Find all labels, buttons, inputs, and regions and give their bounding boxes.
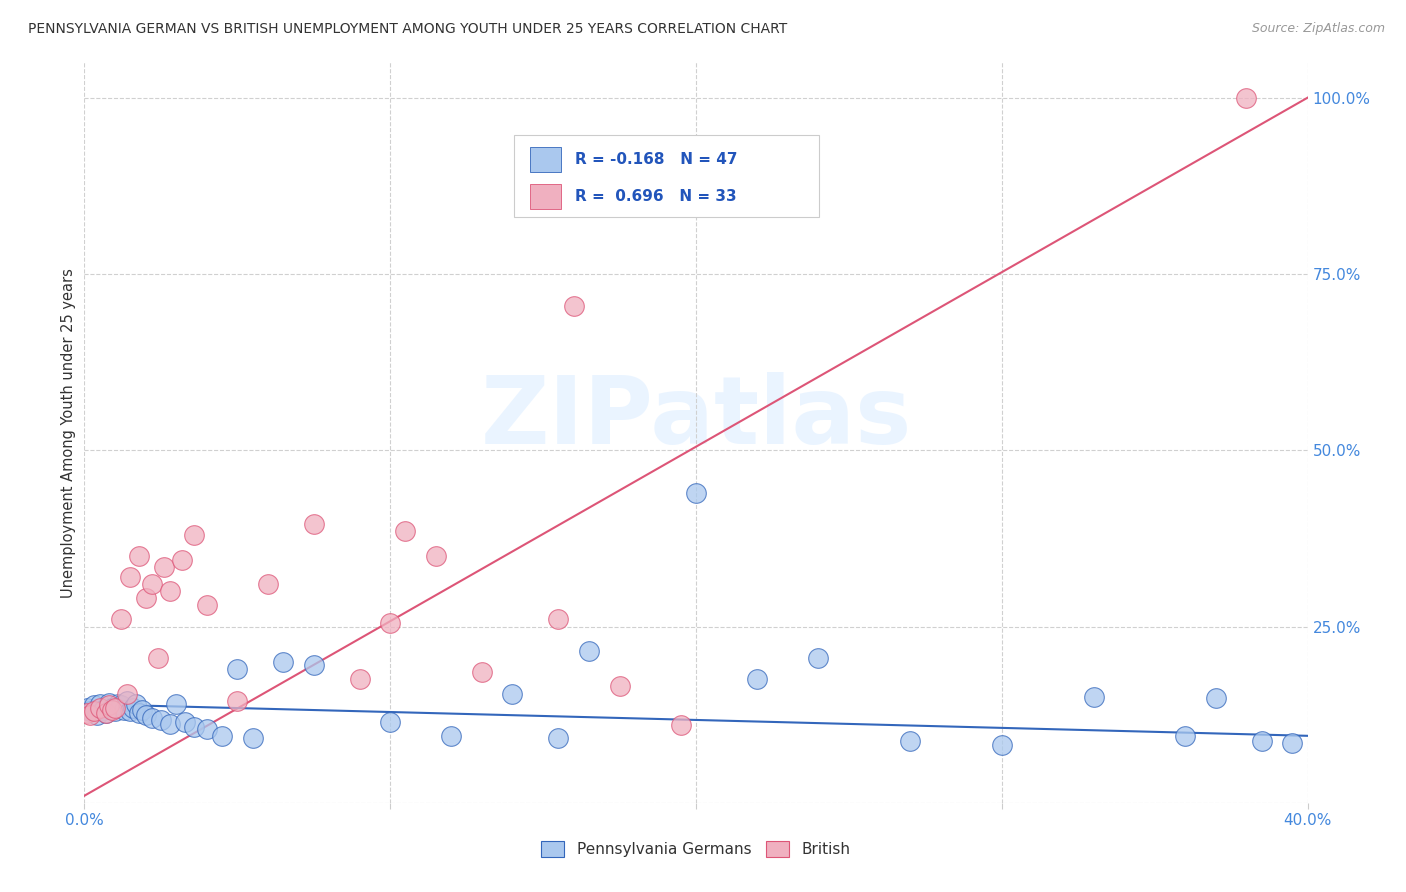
Text: R = -0.168   N = 47: R = -0.168 N = 47 [575, 152, 738, 167]
Point [159, 584, 181, 599]
Point [128, 706, 150, 720]
Point [153, 559, 176, 574]
Point [120, 704, 142, 718]
Point [120, 570, 142, 584]
Point [380, 714, 402, 729]
Point [578, 644, 600, 658]
Point [91, 703, 114, 717]
Point [685, 485, 707, 500]
Point [226, 693, 249, 707]
Point [165, 697, 187, 711]
Point [76, 706, 98, 720]
Point [125, 697, 148, 711]
Point [195, 599, 218, 613]
Point [159, 716, 181, 731]
Point [122, 700, 145, 714]
Point [110, 612, 132, 626]
Point [183, 720, 205, 734]
Point [394, 524, 416, 539]
Point [547, 731, 569, 745]
Point [76, 700, 98, 714]
Point [94, 706, 117, 720]
Point [89, 697, 111, 711]
Text: R =  0.696   N = 33: R = 0.696 N = 33 [575, 189, 737, 203]
Point [380, 615, 402, 630]
Point [79, 707, 101, 722]
Point [1205, 691, 1227, 706]
Point [271, 655, 294, 669]
Point [302, 517, 325, 532]
Point [1083, 690, 1105, 704]
Point [562, 299, 585, 313]
Text: ZIPatlas: ZIPatlas [481, 372, 911, 464]
Point [1250, 733, 1272, 747]
Point [112, 703, 135, 717]
Point [83, 704, 105, 718]
Point [172, 552, 194, 566]
Point [135, 707, 157, 722]
Point [101, 703, 124, 717]
Point [898, 733, 921, 747]
Point [174, 714, 197, 729]
Point [747, 673, 769, 687]
Point [807, 651, 830, 665]
Point [101, 700, 124, 714]
Point [89, 700, 111, 714]
Point [257, 577, 280, 591]
Point [97, 698, 120, 713]
Point [141, 711, 163, 725]
Point [146, 651, 169, 665]
Point [183, 528, 205, 542]
Point [471, 665, 494, 680]
Point [141, 577, 163, 591]
Y-axis label: Unemployment Among Youth under 25 years: Unemployment Among Youth under 25 years [60, 268, 76, 598]
Point [135, 591, 157, 606]
Point [104, 700, 127, 714]
Point [79, 704, 101, 718]
Legend: Pennsylvania Germans, British: Pennsylvania Germans, British [537, 837, 855, 862]
Point [131, 703, 153, 717]
Point [226, 662, 249, 676]
Point [86, 707, 108, 722]
Point [1281, 736, 1303, 750]
Text: Source: ZipAtlas.com: Source: ZipAtlas.com [1251, 22, 1385, 36]
Point [94, 706, 117, 720]
Point [115, 686, 138, 700]
Point [107, 697, 129, 711]
Point [242, 731, 264, 745]
Point [349, 673, 371, 687]
Text: PENNSYLVANIA GERMAN VS BRITISH UNEMPLOYMENT AMONG YOUTH UNDER 25 YEARS CORRELATI: PENNSYLVANIA GERMAN VS BRITISH UNEMPLOYM… [28, 22, 787, 37]
Point [195, 722, 218, 736]
Point [128, 549, 150, 563]
Point [1174, 729, 1197, 743]
Point [104, 704, 127, 718]
Point [1236, 91, 1258, 105]
Point [547, 612, 569, 626]
Point [609, 680, 631, 694]
Point [83, 698, 105, 713]
Point [669, 718, 692, 732]
Point [110, 698, 132, 713]
Point [440, 729, 463, 743]
Point [302, 658, 325, 673]
Point [97, 696, 120, 710]
Point [991, 738, 1014, 752]
Point [425, 549, 447, 563]
Point [211, 729, 233, 743]
Point [115, 693, 138, 707]
Point [149, 713, 172, 727]
Point [502, 686, 524, 700]
